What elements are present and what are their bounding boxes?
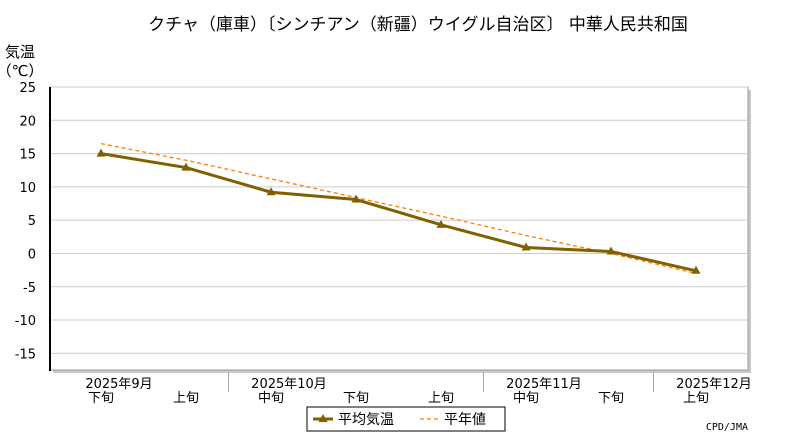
- grid-lines: [49, 86, 748, 371]
- y-tick-label: 0: [28, 247, 36, 262]
- x-tick-period: 中旬: [513, 391, 539, 406]
- legend-mean-marker: [318, 414, 328, 422]
- legend-box: [306, 406, 506, 432]
- series-mean-point: [266, 187, 276, 196]
- series-layer: [96, 142, 701, 275]
- y-tick-label: -10: [15, 314, 36, 329]
- y-tick-label: 15: [19, 148, 36, 163]
- series-mean-point: [521, 242, 531, 251]
- x-tick-period: 上旬: [173, 391, 199, 406]
- y-tick-label: 10: [19, 181, 36, 196]
- y-tick-label: -5: [23, 281, 36, 296]
- x-tick-period: 上旬: [428, 391, 454, 406]
- series-mean-point: [96, 148, 106, 157]
- x-tick-period: 上旬: [683, 391, 709, 406]
- legend-mean-label: 平均気温: [338, 412, 394, 428]
- x-tick-period: 下旬: [88, 391, 114, 406]
- y-tick-label: 5: [28, 214, 36, 229]
- plot-frame: [49, 86, 749, 371]
- series-mean-point: [691, 265, 701, 274]
- credit-text: CPD/JMA: [706, 422, 748, 433]
- y-axis-unit: （℃）: [0, 62, 43, 80]
- x-axis-ticks: 下旬 上旬 中旬 下旬 上旬 中旬 下旬 上旬 2025年9月 2025年10月 2025年11月 2…: [85, 372, 752, 406]
- series-mean-point: [436, 219, 446, 228]
- x-tick-month: 2025年10月: [251, 377, 327, 392]
- legend-normal-label: 平年値: [444, 412, 486, 428]
- chart-title: クチャ（庫車）〔シンチアン（新疆）ウイグル自治区〕 中華人民共和国: [148, 15, 688, 35]
- legend: 平均気温 平年値: [306, 406, 506, 432]
- series-mean-point: [606, 246, 616, 255]
- x-tick-month: 2025年12月: [676, 377, 752, 392]
- x-tick-month: 2025年9月: [85, 377, 152, 392]
- series-mean-point: [181, 162, 191, 171]
- x-tick-period: 中旬: [258, 391, 284, 406]
- plot-area: [49, 86, 751, 373]
- y-axis-ticks: 25 20 15 10 5 0 -5 -10 -15: [15, 81, 36, 362]
- series-mean-line: [100, 152, 697, 273]
- series-mean-point: [351, 194, 361, 203]
- x-tick-period: 下旬: [343, 391, 369, 406]
- x-tick-period: 下旬: [598, 391, 624, 406]
- y-tick-label: 25: [19, 81, 36, 96]
- x-tick-month: 2025年11月: [506, 377, 582, 392]
- y-tick-label: 20: [19, 114, 36, 129]
- y-tick-label: -15: [15, 347, 36, 362]
- y-axis-label: 気温: [5, 43, 35, 61]
